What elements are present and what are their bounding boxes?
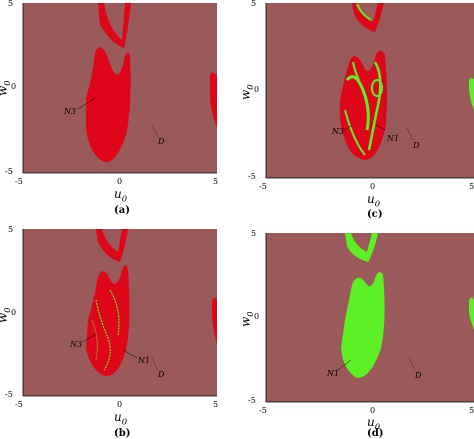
x-tick-0: 0 <box>117 400 123 409</box>
x-tick-neg5: -5 <box>259 182 267 191</box>
annotation-d: D <box>158 137 165 146</box>
panel-d: 5 0 -5 -5 0 5 w0 u0 N1 D (d) <box>237 220 474 439</box>
annotation-d: D <box>413 141 420 150</box>
basin-green <box>367 61 382 151</box>
caption-b: (b) <box>114 428 131 439</box>
y-axis-label: w0 <box>0 307 13 323</box>
x-tick-0: 0 <box>370 182 376 191</box>
annotation-n1: N1 <box>138 356 151 365</box>
y-tick-0: 0 <box>254 312 260 321</box>
basin-red <box>96 229 128 262</box>
plot-area-a <box>22 3 217 174</box>
annotation-n1: N1 <box>327 369 340 378</box>
y-tick-5: 5 <box>8 225 14 234</box>
y-axis-label: w0 <box>238 311 256 328</box>
y-tick-5: 5 <box>8 0 14 8</box>
annotation-n3: N3 <box>64 107 77 116</box>
basin-green <box>95 299 111 371</box>
x-tick-5: 5 <box>213 400 219 409</box>
caption-c: (c) <box>367 209 383 220</box>
basin-green <box>345 75 370 131</box>
plot-area-d <box>265 233 474 403</box>
basin-green <box>341 272 385 378</box>
basin-red <box>86 47 131 163</box>
panel-a: 5 0 -5 -5 0 5 w0 u0 N3 D (a) <box>0 0 237 220</box>
x-tick-5: 5 <box>213 177 219 186</box>
basin-red <box>212 297 217 345</box>
x-axis-label: u0 <box>367 415 381 432</box>
basin-green <box>356 3 372 21</box>
basin-green <box>109 289 120 336</box>
y-axis-label: w0 <box>0 80 13 96</box>
x-tick-5: 5 <box>469 182 474 191</box>
x-tick-5: 5 <box>469 406 474 415</box>
basin-green <box>91 319 98 361</box>
plot-area-b <box>22 229 217 397</box>
annotation-n3: N3 <box>70 340 83 349</box>
x-tick-0: 0 <box>370 406 376 415</box>
basin-green <box>352 61 360 81</box>
y-tick-5: 5 <box>251 0 257 8</box>
basin-green <box>371 79 383 97</box>
y-tick-0: 0 <box>11 82 17 91</box>
y-tick-5: 5 <box>251 229 257 238</box>
y-tick-0: 0 <box>254 85 260 94</box>
y-tick-0: 0 <box>11 308 17 317</box>
basin-green <box>469 78 474 110</box>
basin-green <box>344 109 366 156</box>
caption-d: (d) <box>367 428 384 439</box>
basin-red <box>98 3 131 48</box>
basin-green <box>469 297 474 330</box>
x-tick-neg5: -5 <box>15 400 23 409</box>
panel-b: 5 0 -5 -5 0 5 w0 u0 N3 N1 D (b) <box>0 220 237 439</box>
x-tick-neg5: -5 <box>15 177 23 186</box>
panel-c: 5 0 -5 -5 0 5 w0 u0 N3 N1 D (c) <box>237 0 474 220</box>
caption-a: (a) <box>114 205 130 216</box>
y-tick-neg5: -5 <box>248 172 256 181</box>
basin-green <box>345 233 378 262</box>
annotation-d: D <box>415 371 422 380</box>
annotation-d: D <box>158 370 165 379</box>
y-tick-neg5: -5 <box>248 396 256 405</box>
x-axis-label: u0 <box>367 192 381 209</box>
y-axis-label: w0 <box>238 84 256 101</box>
x-tick-0: 0 <box>117 177 123 186</box>
plot-area-c <box>265 3 474 179</box>
y-tick-neg5: -5 <box>5 390 13 399</box>
x-axis-label: u0 <box>114 187 128 204</box>
y-tick-neg5: -5 <box>5 167 13 176</box>
x-axis-label: u0 <box>114 410 128 427</box>
annotation-n1: N1 <box>387 134 400 143</box>
basin-red <box>210 72 217 128</box>
x-tick-neg5: -5 <box>259 406 267 415</box>
annotation-n3: N3 <box>332 127 345 136</box>
basin-red <box>86 265 130 377</box>
